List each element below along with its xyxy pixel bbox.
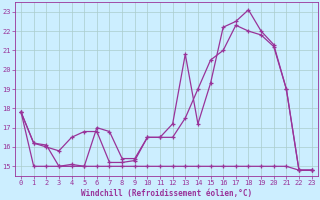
X-axis label: Windchill (Refroidissement éolien,°C): Windchill (Refroidissement éolien,°C) — [81, 189, 252, 198]
